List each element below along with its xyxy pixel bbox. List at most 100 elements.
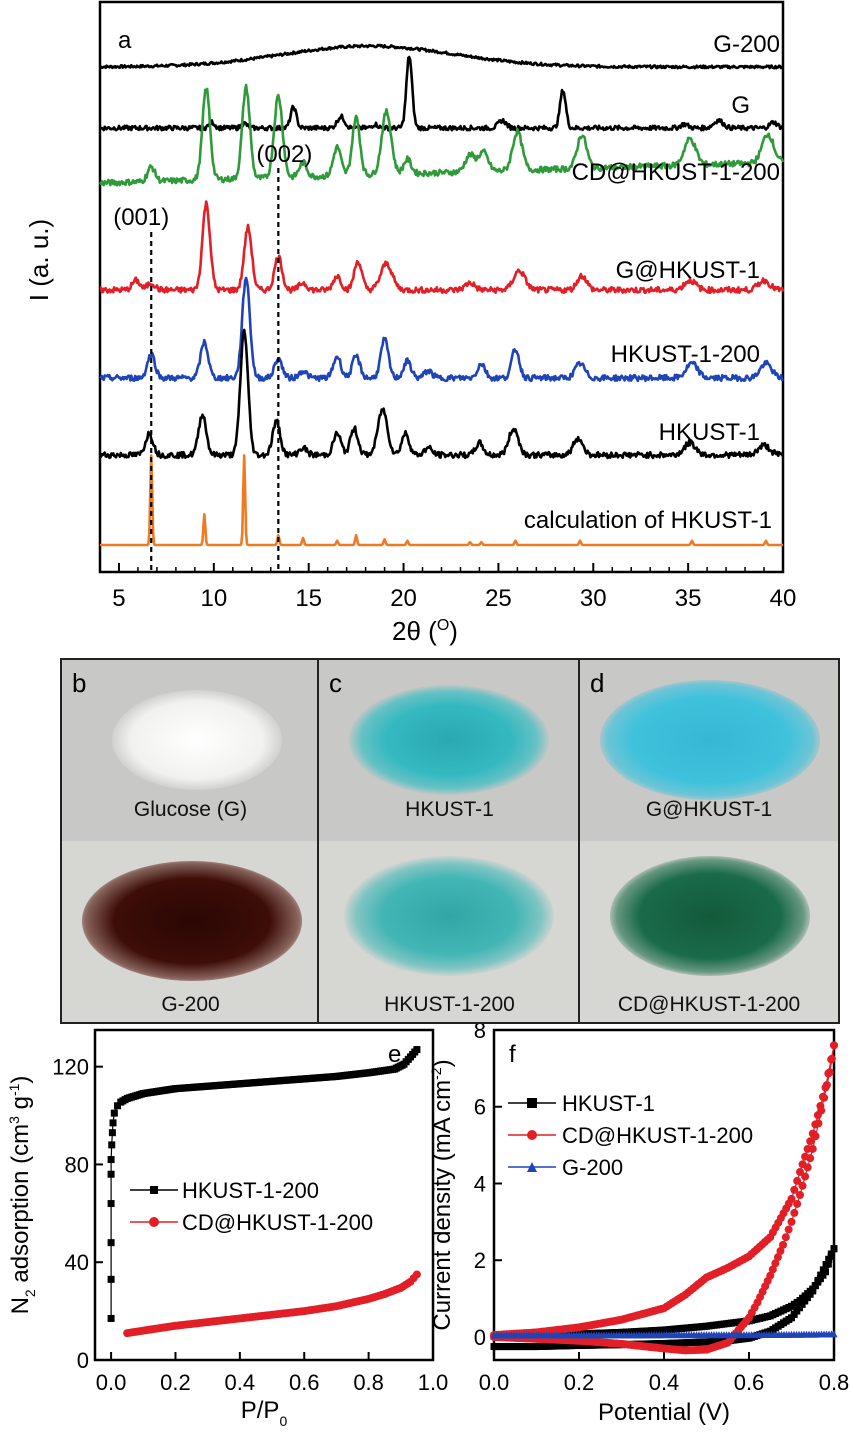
xrd-panel: a 5 10 15 20 25 30 35 40 (001) (002) G-200 G CD@HK… <box>24 0 796 646</box>
xrd-trace-g-hkust-1 <box>99 200 785 295</box>
lsv-x-tick-label: 0.8 <box>819 1370 850 1395</box>
isotherm-point-hkust1-200 <box>107 1239 115 1247</box>
panel-letter-a: a <box>118 27 132 54</box>
xrd-label-hkust-1: HKUST-1 <box>659 419 760 446</box>
lsv-point-cd-hkust-1-200 <box>790 1208 799 1217</box>
photo-g200: G-200 <box>62 841 319 1022</box>
lsv-y-tick-label: 0 <box>474 1325 486 1350</box>
lsv-point-cd-hkust-1-200 <box>821 1083 830 1092</box>
photo-hkust1-200: HKUST-1-200 <box>319 841 580 1022</box>
xrd-label-calculation-of-hkust-1: calculation of HKUST-1 <box>524 507 772 534</box>
lsv-point-cd-hkust-1-200 <box>793 1199 802 1208</box>
hkust1-pile <box>349 685 549 795</box>
xrd-x-tick-label: 20 <box>390 585 417 612</box>
lsv-legend-marker <box>527 1098 537 1108</box>
isotherm-y-tick-label: 80 <box>65 1152 89 1177</box>
lsv-point-cd-hkust-1-200 <box>768 1265 777 1274</box>
isotherm-point-hkust1-200 <box>107 1170 115 1178</box>
lsv-x-tick-label: 0.0 <box>479 1370 510 1395</box>
xrd-trace-cd-hkust-1-200 <box>98 83 785 187</box>
isotherm-frame <box>93 1028 435 1362</box>
lsv-y-tick-label: 8 <box>474 1018 486 1043</box>
lsv-point-cd-hkust-1-200 <box>784 1225 793 1234</box>
lsv-x-tick-label: 0.4 <box>649 1370 680 1395</box>
photo-label-hkust1-200: HKUST-1-200 <box>384 993 515 1016</box>
isotherm-point-hkust1-200 <box>110 1109 118 1117</box>
xrd-label-cd-hkust-1-200: CD@HKUST-1-200 <box>572 159 780 186</box>
xrd-x-tick-label: 30 <box>580 585 607 612</box>
isotherm-point-cd-hkust1-200 <box>412 1270 421 1279</box>
lsv-point-cd-hkust-1-200 <box>808 1129 817 1138</box>
xrd-trace-calculation-of-hkust-1 <box>99 454 784 547</box>
photo-panel-c: c HKUST-1 HKUST-1-200 <box>317 658 582 1024</box>
lsv-point-cd-hkust-1-200 <box>798 1181 807 1190</box>
lsv-point-cd-hkust-1-200 <box>801 1172 810 1181</box>
photo-panel-d: d G@HKUST-1 CD@HKUST-1-200 <box>578 658 840 1024</box>
lsv-point-cd-hkust-1-200 <box>790 1185 799 1194</box>
lsv-point-cd-hkust-1-200 <box>771 1259 780 1268</box>
xrd-trace-g <box>99 55 785 132</box>
lsv-legend-cd-hkust-1-200: CD@HKUST-1-200 <box>562 1123 753 1148</box>
isotherm-x-tick-label: 0.6 <box>289 1370 320 1395</box>
xrd-x-axis-label: 2θ (O) <box>392 616 458 646</box>
isotherm-point-hkust1-200 <box>108 1129 116 1137</box>
photo-cd-hkust1-200: CD@HKUST-1-200 <box>580 841 838 1022</box>
lsv-legend-g-200: G-200 <box>562 1155 623 1180</box>
xrd-x-tick-label: 25 <box>485 585 512 612</box>
isotherm-x-tick-label: 0.2 <box>160 1370 191 1395</box>
lsv-x-tick-label: 0.2 <box>564 1370 595 1395</box>
isotherm-x-axis-label: P/P0 <box>241 1397 288 1429</box>
lsv-point-cd-hkust-1-200 <box>798 1160 807 1169</box>
photo-panel-b: b Glucose (G) G-200 <box>60 658 321 1024</box>
lsv-point-cd-hkust-1-200 <box>811 1120 820 1129</box>
isotherm-legend-marker <box>150 1186 158 1194</box>
lsv-y-tick-label: 4 <box>474 1171 486 1196</box>
lsv-point-hkust-1 <box>824 1260 832 1268</box>
panel-letter-b: b <box>72 668 87 698</box>
lsv-legend-marker <box>527 1162 537 1172</box>
xrd-trace-hkust-1-200 <box>99 276 784 383</box>
lsv-point-hkust-1 <box>830 1245 838 1253</box>
g-hkust1-pile <box>600 680 820 800</box>
lsv-y-axis-label: Current density (mA cm-2) <box>428 1059 456 1330</box>
xrd-label-g-200: G-200 <box>713 31 780 58</box>
lsv-y-tick-label: 6 <box>474 1095 486 1120</box>
panel-letter-f: f <box>509 1041 516 1068</box>
lsv-point-cd-hkust-1-200 <box>827 1055 836 1064</box>
xrd-x-tick-label: 5 <box>112 585 125 612</box>
photo-g-hkust1: d G@HKUST-1 <box>580 660 838 841</box>
isotherm-legend-cd-hkust-1-200: CD@HKUST-1-200 <box>182 1210 373 1235</box>
lsv-point-cd-hkust-1-200 <box>818 1092 827 1101</box>
xrd-x-tick-label: 10 <box>200 585 227 612</box>
xrd-y-axis-label: I (a. u.) <box>24 219 54 301</box>
isotherm-legend-marker <box>149 1217 159 1227</box>
lsv-point-cd-hkust-1-200 <box>816 1101 825 1110</box>
lsv-point-cd-hkust-1-200 <box>801 1152 810 1161</box>
isotherm-x-tick-label: 0.8 <box>353 1370 384 1395</box>
lsv-point-cd-hkust-1-200 <box>776 1247 785 1256</box>
panel-letter-c: c <box>329 668 342 698</box>
xrd-trace-g-200 <box>99 43 784 70</box>
isotherm-point-hkust1-200 <box>114 1102 122 1110</box>
photo-label-glucose: Glucose (G) <box>133 798 248 821</box>
xrd-annotation-001: (001) <box>113 204 169 231</box>
xrd-x-tick-label: 35 <box>675 585 702 612</box>
xrd-label-hkust-1-200: HKUST-1-200 <box>611 341 760 368</box>
photo-glucose: b Glucose (G) <box>62 660 319 841</box>
lsv-legend-hkust-1: HKUST-1 <box>562 1091 655 1116</box>
lsv-point-cd-hkust-1-200 <box>796 1191 804 1199</box>
lsv-line-cd-hkust-1-200 <box>493 1045 835 1336</box>
isotherm-x-tick-label: 0.4 <box>225 1370 256 1395</box>
isotherm-point-hkust1-200 <box>107 1200 115 1208</box>
xrd-label-g-hkust-1: G@HKUST-1 <box>616 257 760 284</box>
lsv-point-cd-hkust-1-200 <box>824 1069 833 1078</box>
isotherm-y-tick-label: 120 <box>52 1055 89 1080</box>
lsv-point-cd-hkust-1-200 <box>803 1144 812 1153</box>
lsv-point-cd-hkust-1-200 <box>796 1167 804 1176</box>
isotherm-point-hkust1-200 <box>107 1314 115 1322</box>
photo-label-cd-hkust1-200: CD@HKUST-1-200 <box>617 993 801 1016</box>
isotherm-y-axis-label: N2 adsorption (cm3 g-1) <box>6 1076 38 1315</box>
lsv-x-axis-label: Potential (V) <box>598 1399 730 1426</box>
isotherm-x-tick-label: 0.0 <box>96 1370 127 1395</box>
